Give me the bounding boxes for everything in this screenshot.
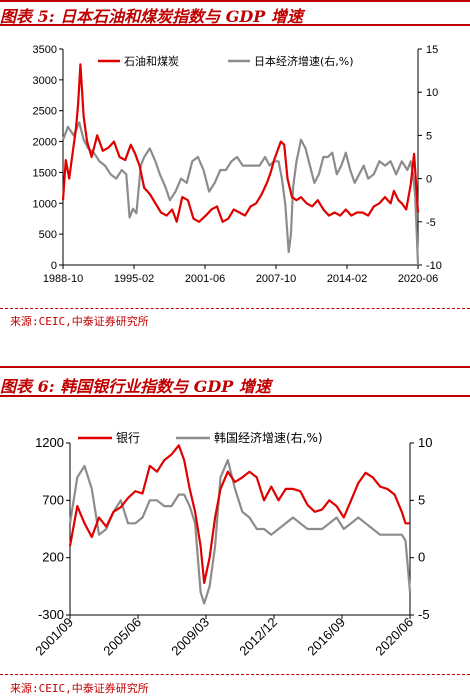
y-right-tick-label: 5 bbox=[426, 130, 432, 142]
chart-figure5: 3500 3000 2500 2000 1500 1000 500 0 15 10 5 0 -5 -10 1… bbox=[33, 44, 442, 285]
figure6-title: 图表 6: 韩国银行业指数与 GDP 增速 bbox=[0, 377, 271, 396]
y-left-tick-label: 2500 bbox=[33, 106, 57, 118]
y-left-tick-label: 1500 bbox=[33, 167, 57, 179]
y-left-tick-label: 0 bbox=[51, 260, 57, 272]
figure5-title: 图表 5: 日本石油和煤炭指数与 GDP 增速 bbox=[0, 7, 303, 26]
y-left-tick-label: 1000 bbox=[33, 198, 57, 210]
x-tick-label: 2001-06 bbox=[185, 273, 225, 285]
series-line-gdp bbox=[68, 459, 412, 605]
x-tick-label: 1995-02 bbox=[114, 273, 154, 285]
legend-label: 日本经济增速(右,%) bbox=[254, 54, 354, 68]
y-left-tick-label: 500 bbox=[39, 229, 57, 241]
y-right-tick-label: -5 bbox=[426, 217, 436, 229]
series-line-gdp bbox=[61, 121, 420, 266]
series-line-primary bbox=[61, 63, 420, 223]
figure6-source: 来源:CEIC,中泰证券研究所 bbox=[10, 682, 149, 695]
legend-label: 银行 bbox=[116, 431, 140, 445]
title-top-rule bbox=[0, 366, 470, 368]
y-left-tick-label: -300 bbox=[38, 607, 64, 622]
figure5-source: 来源:CEIC,中泰证券研究所 bbox=[10, 315, 149, 328]
y-right-tick-label: 10 bbox=[418, 435, 432, 450]
title-top-rule bbox=[0, 0, 470, 2]
y-right-tick-label: 5 bbox=[418, 492, 425, 507]
x-tick-label: 2014-02 bbox=[327, 273, 367, 285]
legend-label: 韩国经济增速(右,%) bbox=[214, 430, 323, 445]
y-left-tick-label: 3000 bbox=[33, 75, 57, 87]
y-left-tick-label: 2000 bbox=[33, 137, 57, 149]
figure6-source-rule bbox=[0, 674, 470, 675]
x-tick-label: 2007-10 bbox=[256, 273, 296, 285]
y-right-tick-label: -5 bbox=[418, 607, 430, 622]
x-tick-label: 2012/12 bbox=[236, 615, 280, 659]
y-left-tick-label: 200 bbox=[42, 550, 64, 565]
title-bottom-rule bbox=[0, 24, 470, 26]
y-right-tick-label: 0 bbox=[426, 174, 432, 186]
y-right-tick-label: 0 bbox=[418, 550, 425, 565]
y-left-tick-label: 700 bbox=[42, 492, 64, 507]
y-left-tick-label: 1200 bbox=[35, 435, 64, 450]
x-tick-label: 2009/03 bbox=[168, 615, 212, 659]
figure5-source-rule bbox=[0, 308, 470, 309]
x-tick-label: 1988-10 bbox=[43, 273, 83, 285]
legend-label: 石油和煤炭 bbox=[124, 54, 179, 68]
y-left-tick-label: 3500 bbox=[33, 44, 57, 56]
y-right-tick-label: 15 bbox=[426, 44, 438, 56]
x-tick-label: 2016/09 bbox=[304, 615, 348, 659]
title-bottom-rule bbox=[0, 395, 470, 397]
series-line-primary bbox=[68, 444, 410, 584]
y-right-tick-label: 10 bbox=[426, 87, 438, 99]
x-tick-label: 2020/06 bbox=[372, 615, 416, 659]
x-tick-label: 2020-06 bbox=[398, 273, 438, 285]
y-right-tick-label: -10 bbox=[426, 260, 442, 272]
x-tick-label: 2005/06 bbox=[100, 615, 144, 659]
